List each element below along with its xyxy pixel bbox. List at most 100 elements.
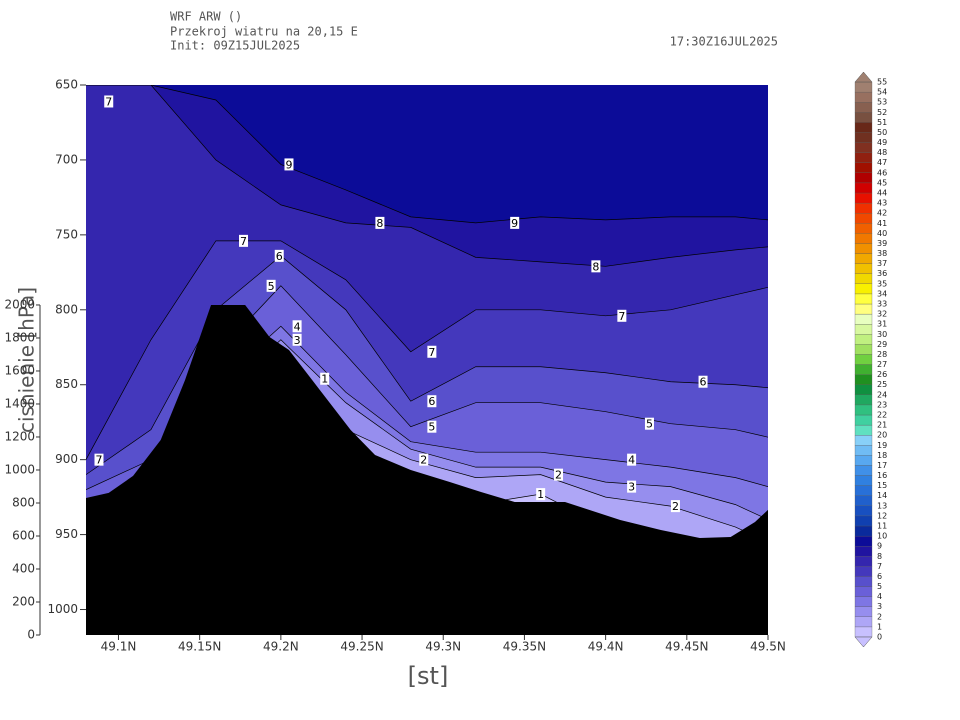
colorbar-swatch: [854, 213, 873, 224]
colorbar-swatch: [854, 182, 873, 194]
colorbar-label: 25: [877, 380, 887, 389]
contour-label-box: [510, 216, 520, 229]
colorbar-label: 16: [877, 471, 887, 480]
contour-label-box: [627, 480, 637, 493]
colorbar-label: 22: [877, 411, 887, 420]
colorbar-label: 5: [877, 582, 882, 591]
colorbar-label: 27: [877, 360, 887, 369]
colorbar-swatch: [854, 283, 873, 295]
colorbar-swatch: [854, 435, 873, 446]
colorbar-swatch: [854, 495, 873, 506]
contour-label: 4: [294, 320, 301, 333]
colorbar-swatch: [854, 344, 873, 355]
colorbar-label: 9: [877, 542, 882, 551]
x-tick-label: 49.15N: [178, 640, 221, 654]
colorbar-swatch: [854, 566, 873, 577]
contour-label: 3: [628, 481, 635, 494]
contour-label: 8: [592, 260, 599, 273]
colorbar-label: 35: [877, 279, 887, 288]
y-tick-label: 800: [55, 302, 78, 316]
colorbar-label: 19: [877, 441, 887, 450]
y2-tick-label: 1000: [4, 462, 35, 476]
colorbar-swatch: [854, 465, 873, 476]
colorbar-swatch: [854, 424, 873, 436]
contour-label: 7: [95, 454, 102, 467]
contour-label-box: [419, 453, 429, 466]
colorbar-label: 26: [877, 370, 887, 379]
colorbar-swatch: [854, 576, 873, 587]
contour-label-box: [554, 468, 564, 481]
y2-tick-label: 1600: [4, 363, 35, 377]
colorbar-swatch: [854, 515, 873, 527]
colorbar-label: 40: [877, 229, 887, 238]
colorbar-swatch: [854, 102, 873, 113]
colorbar-label: 48: [877, 148, 887, 157]
contour-line: [86, 85, 768, 224]
colorbar-swatch: [854, 626, 873, 638]
colorbar-label: 34: [877, 289, 887, 298]
x-tick-label: 49.5N: [750, 640, 786, 654]
contour-label-box: [284, 158, 294, 171]
colorbar-swatch: [854, 132, 873, 143]
contour-label: 8: [376, 217, 383, 230]
colorbar-label: 24: [877, 390, 887, 399]
contour-label: 7: [240, 235, 247, 248]
colorbar-swatch: [854, 455, 873, 466]
colorbar-swatch: [854, 556, 873, 567]
colorbar-label: 51: [877, 118, 887, 127]
contour-label-box: [274, 249, 284, 262]
colorbar-swatch: [854, 334, 873, 345]
colorbar-label: 44: [877, 189, 887, 198]
colorbar-swatch: [854, 505, 873, 517]
colorbar-swatch: [854, 81, 873, 93]
colorbar-swatch: [854, 91, 873, 103]
contour-label: 3: [294, 334, 301, 347]
y-axis-label: cisnienie [hPa]: [15, 287, 39, 433]
colorbar-swatch: [854, 445, 873, 456]
colorbar-swatch: [854, 586, 873, 597]
contour-label: 7: [618, 310, 625, 323]
contour-label: 9: [285, 158, 292, 171]
colorbar-label: 28: [877, 350, 887, 359]
colorbar-label: 39: [877, 239, 887, 248]
contour-label: 5: [268, 280, 275, 293]
colorbar-label: 33: [877, 300, 887, 309]
y2-tick-label: 0: [27, 628, 35, 642]
colorbar-label: 38: [877, 249, 887, 258]
contour-label-box: [698, 375, 708, 388]
y2-tick-label: 1200: [4, 429, 35, 443]
x-tick-label: 49.4N: [588, 640, 624, 654]
contour-label-box: [266, 279, 276, 292]
y-tick-label: 1000: [47, 602, 78, 616]
colorbar-swatch: [854, 112, 873, 123]
colorbar-label: 14: [877, 491, 887, 500]
colorbar-label: 31: [877, 320, 887, 329]
colorbar-label: 46: [877, 168, 887, 177]
contour-label-box: [427, 395, 437, 408]
contour-label-box: [427, 345, 437, 358]
colorbar-swatch: [854, 414, 873, 426]
y-tick-label: 700: [55, 152, 78, 166]
colorbar-label: 55: [877, 78, 887, 87]
colorbar-label: 54: [877, 88, 887, 97]
colorbar-label: 0: [877, 633, 882, 642]
contour-label: 2: [555, 469, 562, 482]
colorbar-swatch: [854, 404, 873, 416]
colorbar-label: 17: [877, 461, 887, 470]
colorbar-swatch: [854, 525, 873, 537]
colorbar-label: 10: [877, 532, 887, 541]
colorbar-swatch: [854, 354, 873, 365]
contour-label-box: [292, 320, 302, 333]
colorbar-label: 37: [877, 259, 887, 268]
colorbar-swatch: [854, 384, 873, 395]
contour-label: 4: [628, 454, 635, 467]
contour-label: 2: [672, 500, 679, 513]
colorbar-label: 6: [877, 572, 882, 581]
header-line: WRF ARW (): [170, 10, 242, 24]
colorbar-label: 12: [877, 511, 887, 520]
contour-line: [86, 240, 768, 460]
colorbar-swatch: [854, 223, 873, 234]
colorbar-swatch: [854, 233, 873, 244]
colorbar-swatch: [854, 535, 873, 547]
